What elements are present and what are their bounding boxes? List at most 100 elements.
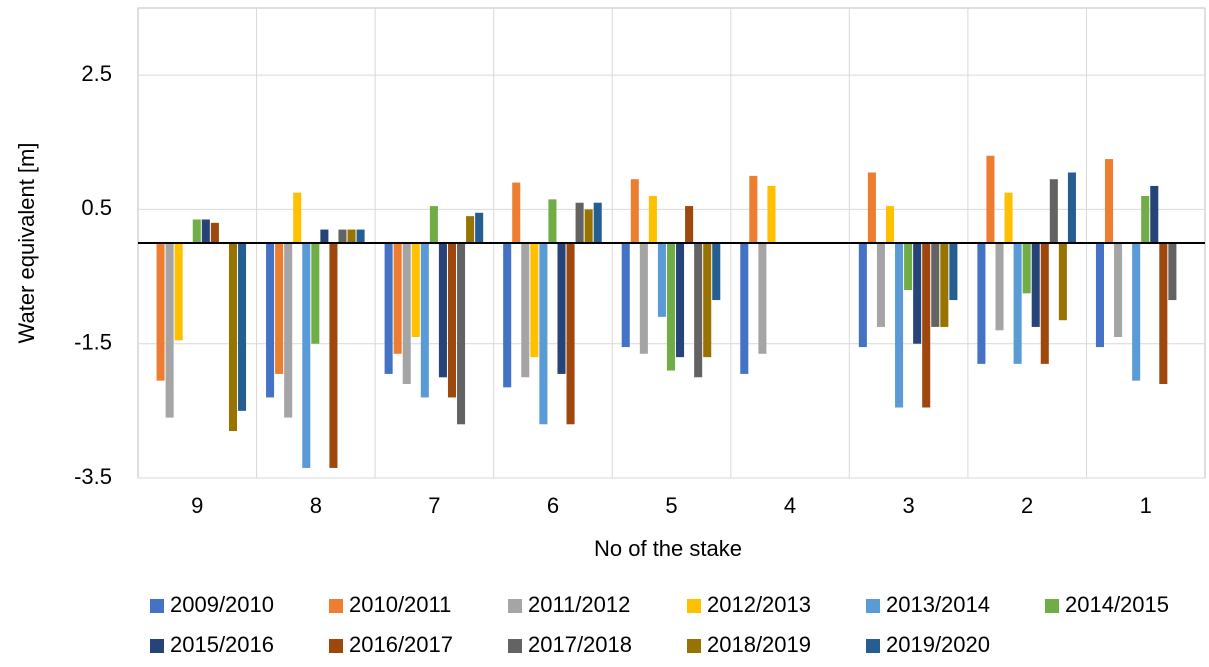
bar xyxy=(885,206,895,243)
x-tick-label: 9 xyxy=(191,493,203,518)
bar xyxy=(593,202,602,243)
legend-swatch xyxy=(508,639,522,653)
legend-swatch xyxy=(329,639,343,653)
bar xyxy=(384,243,393,374)
bar xyxy=(904,243,913,290)
bar xyxy=(1141,196,1150,243)
bar xyxy=(402,243,411,384)
legend-swatch xyxy=(687,639,701,653)
legend-label: 2013/2014 xyxy=(886,592,990,617)
x-tick-label: 6 xyxy=(547,493,559,518)
y-tick-label: 2.5 xyxy=(81,61,112,86)
bar xyxy=(566,243,575,425)
bar xyxy=(466,216,475,243)
legend-swatch xyxy=(508,599,522,613)
bar xyxy=(192,219,201,243)
bar xyxy=(338,229,347,243)
bar xyxy=(1058,243,1067,321)
bar xyxy=(1132,243,1141,381)
bar xyxy=(995,243,1004,331)
bar xyxy=(922,243,931,408)
bar xyxy=(284,243,293,418)
bar xyxy=(1150,185,1159,243)
legend-label: 2014/2015 xyxy=(1065,592,1169,617)
bar xyxy=(1004,192,1013,243)
x-tick-label: 3 xyxy=(902,493,914,518)
bar xyxy=(438,243,447,378)
x-tick-label: 7 xyxy=(428,493,440,518)
bar xyxy=(210,222,219,243)
bar xyxy=(740,243,749,374)
bar xyxy=(275,243,284,374)
legend-swatch xyxy=(866,639,880,653)
bar xyxy=(1104,159,1114,243)
bar xyxy=(895,243,904,408)
bar xyxy=(156,243,165,381)
x-axis-title: No of the stake xyxy=(594,536,742,561)
bar xyxy=(165,243,174,418)
bar xyxy=(1168,243,1177,301)
bar xyxy=(1095,243,1104,348)
bar xyxy=(174,243,183,341)
x-tick-label: 8 xyxy=(310,493,322,518)
bar xyxy=(758,243,767,354)
bar xyxy=(411,243,420,337)
bar xyxy=(503,243,512,388)
x-tick-label: 5 xyxy=(665,493,677,518)
bar xyxy=(858,243,867,348)
bar xyxy=(420,243,429,398)
bar xyxy=(530,243,539,358)
bar xyxy=(630,179,639,243)
y-axis-title: Water equivalent [m] xyxy=(14,143,39,344)
bar xyxy=(311,243,320,344)
legend-swatch xyxy=(1045,599,1059,613)
bar xyxy=(867,172,876,243)
legend-label: 2011/2012 xyxy=(528,592,630,617)
bar xyxy=(393,243,402,354)
legend-label: 2009/2010 xyxy=(170,592,274,617)
y-tick-label: -3.5 xyxy=(74,464,112,489)
bar xyxy=(548,199,557,243)
bar xyxy=(876,243,885,327)
bar xyxy=(1114,243,1123,337)
bar xyxy=(457,243,466,425)
bar xyxy=(1159,243,1168,384)
bar xyxy=(429,206,438,243)
legend-label: 2015/2016 xyxy=(170,632,274,657)
bar xyxy=(639,243,648,354)
bar xyxy=(1022,243,1031,294)
bar xyxy=(949,243,958,301)
x-tick-label: 4 xyxy=(784,493,796,518)
bar xyxy=(977,243,986,364)
legend-label: 2016/2017 xyxy=(349,632,453,657)
bar xyxy=(512,182,521,243)
legend-label: 2012/2013 xyxy=(707,592,811,617)
bar xyxy=(621,243,630,348)
bar xyxy=(986,155,995,243)
bar xyxy=(694,243,703,378)
bar xyxy=(575,202,584,243)
bar xyxy=(356,229,365,243)
legend-label: 2017/2018 xyxy=(528,632,632,657)
bar xyxy=(347,229,356,243)
bar xyxy=(676,243,685,358)
y-tick-label: -1.5 xyxy=(74,330,112,355)
bar xyxy=(293,192,302,243)
bar xyxy=(767,185,776,243)
bar xyxy=(1031,243,1040,327)
bar xyxy=(685,206,694,243)
bar xyxy=(703,243,712,358)
bar xyxy=(666,243,676,371)
bar xyxy=(238,243,247,411)
bar xyxy=(648,196,657,243)
bar xyxy=(228,243,238,431)
bar xyxy=(931,243,940,327)
legend-label: 2010/2011 xyxy=(349,592,451,617)
x-tick-label: 2 xyxy=(1021,493,1033,518)
bar xyxy=(539,243,548,425)
bar xyxy=(266,243,275,398)
bar xyxy=(712,243,721,301)
bar xyxy=(1013,243,1022,364)
bar xyxy=(557,243,566,374)
